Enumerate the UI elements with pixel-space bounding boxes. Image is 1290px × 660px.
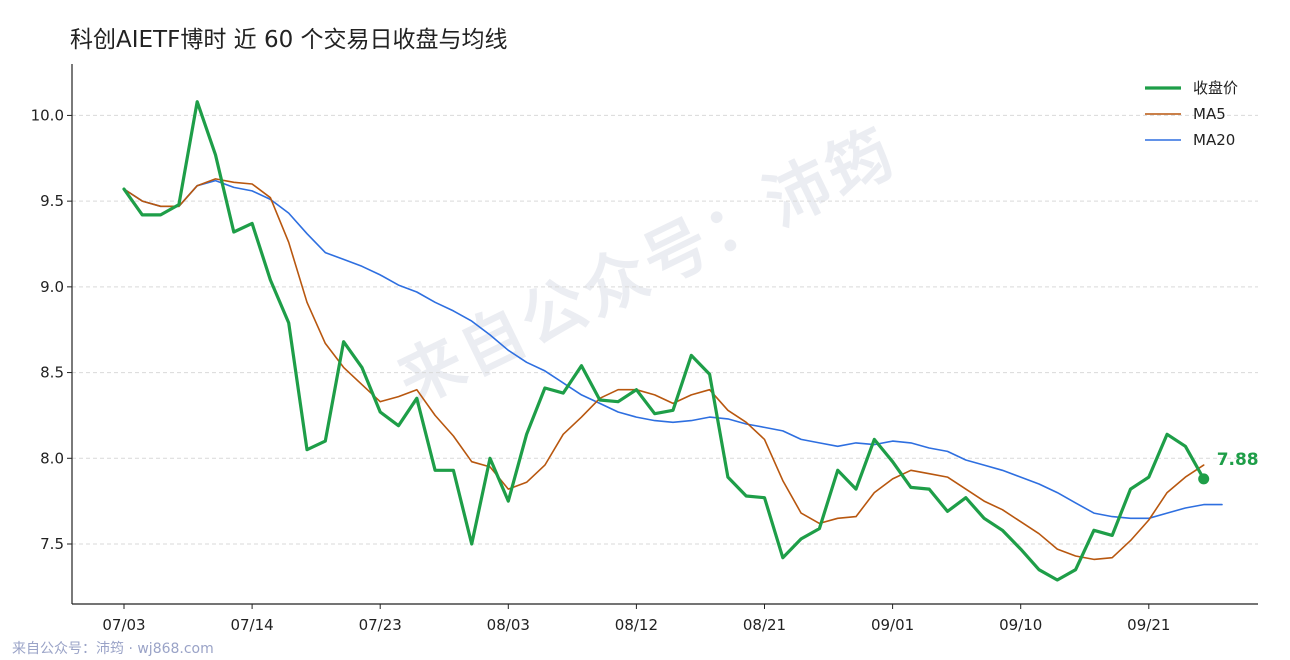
x-tick-label: 09/01: [871, 616, 914, 634]
y-tick-label: 8.0: [40, 449, 64, 467]
footer-credit: 来自公众号：沛筠 · wj868.com: [12, 641, 214, 657]
last-point-marker: [1198, 473, 1210, 485]
legend-label: MA20: [1193, 131, 1235, 149]
y-tick-label: 8.5: [40, 364, 64, 382]
chart-title: 科创AIETF博时 近 60 个交易日收盘与均线: [70, 27, 508, 53]
x-tick-label: 08/12: [615, 616, 658, 634]
x-tick-label: 07/03: [102, 616, 145, 634]
legend-label: 收盘价: [1193, 79, 1238, 97]
x-tick-label: 07/23: [359, 616, 402, 634]
x-tick-label: 08/21: [743, 616, 786, 634]
legend: 收盘价 MA5 MA20: [1145, 79, 1238, 149]
series-line-ma5: [123, 178, 1205, 561]
x-tick-label: 07/14: [230, 616, 273, 634]
x-tick-label: 09/10: [999, 616, 1042, 634]
series-line-close: [122, 100, 1206, 582]
grid-layer: [72, 114, 1258, 545]
y-tick-label: 9.5: [40, 192, 64, 210]
y-tick-label: 9.0: [40, 278, 64, 296]
y-tick-label: 10.0: [31, 106, 64, 124]
series-line-ma20: [123, 179, 1223, 520]
legend-label: MA5: [1193, 105, 1226, 123]
y-tick-label: 7.5: [40, 535, 64, 553]
series-layer: 7.88: [122, 100, 1259, 582]
x-tick-label: 08/03: [487, 616, 530, 634]
last-value-label: 7.88: [1217, 450, 1259, 470]
x-tick-label: 09/21: [1127, 616, 1170, 634]
axes-layer: 7.5 8.0 8.5 9.0 9.5 10.0 07/03 07/14 07/23 08/03 0…: [31, 64, 1258, 634]
